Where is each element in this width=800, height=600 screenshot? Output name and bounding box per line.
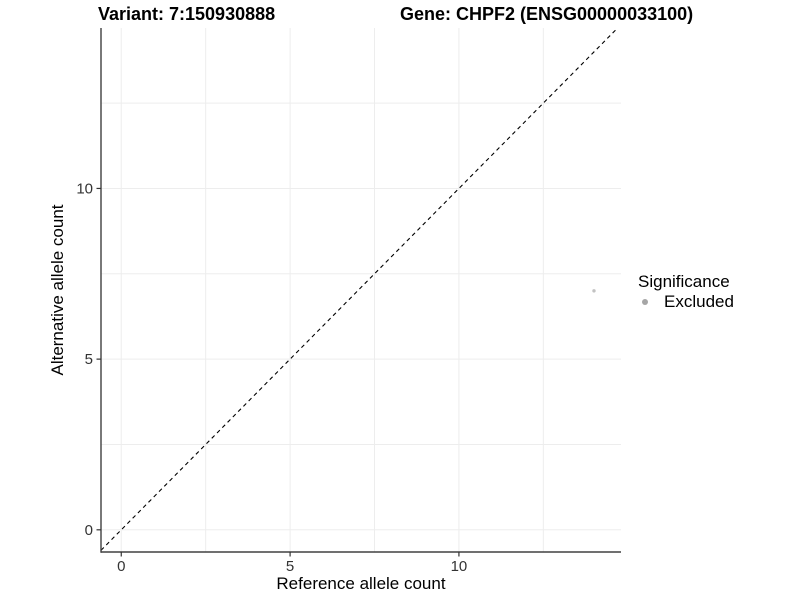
plot-title-gene: Gene: CHPF2 (ENSG00000033100) (400, 4, 694, 24)
legend: Significance Excluded (636, 272, 734, 312)
y-tick-label: 5 (85, 351, 93, 368)
legend-title: Significance (638, 272, 730, 291)
x-axis-title: Reference allele count (276, 574, 446, 593)
y-tick-label: 10 (76, 180, 93, 197)
legend-item-excluded: Excluded (636, 292, 734, 312)
x-tick-label: 0 (117, 558, 125, 575)
y-axis-title: Alternative allele count (48, 204, 67, 376)
legend-item-label: Excluded (664, 292, 734, 311)
x-tick-label: 10 (451, 558, 468, 575)
data-point (592, 289, 596, 293)
excluded-point-swatch-icon (642, 299, 648, 305)
y-tick-label: 0 (85, 522, 93, 539)
identity-dashed-line (100, 27, 619, 551)
plot-title-variant: Variant: 7:150930888 (98, 4, 276, 24)
x-tick-label: 5 (286, 558, 294, 575)
